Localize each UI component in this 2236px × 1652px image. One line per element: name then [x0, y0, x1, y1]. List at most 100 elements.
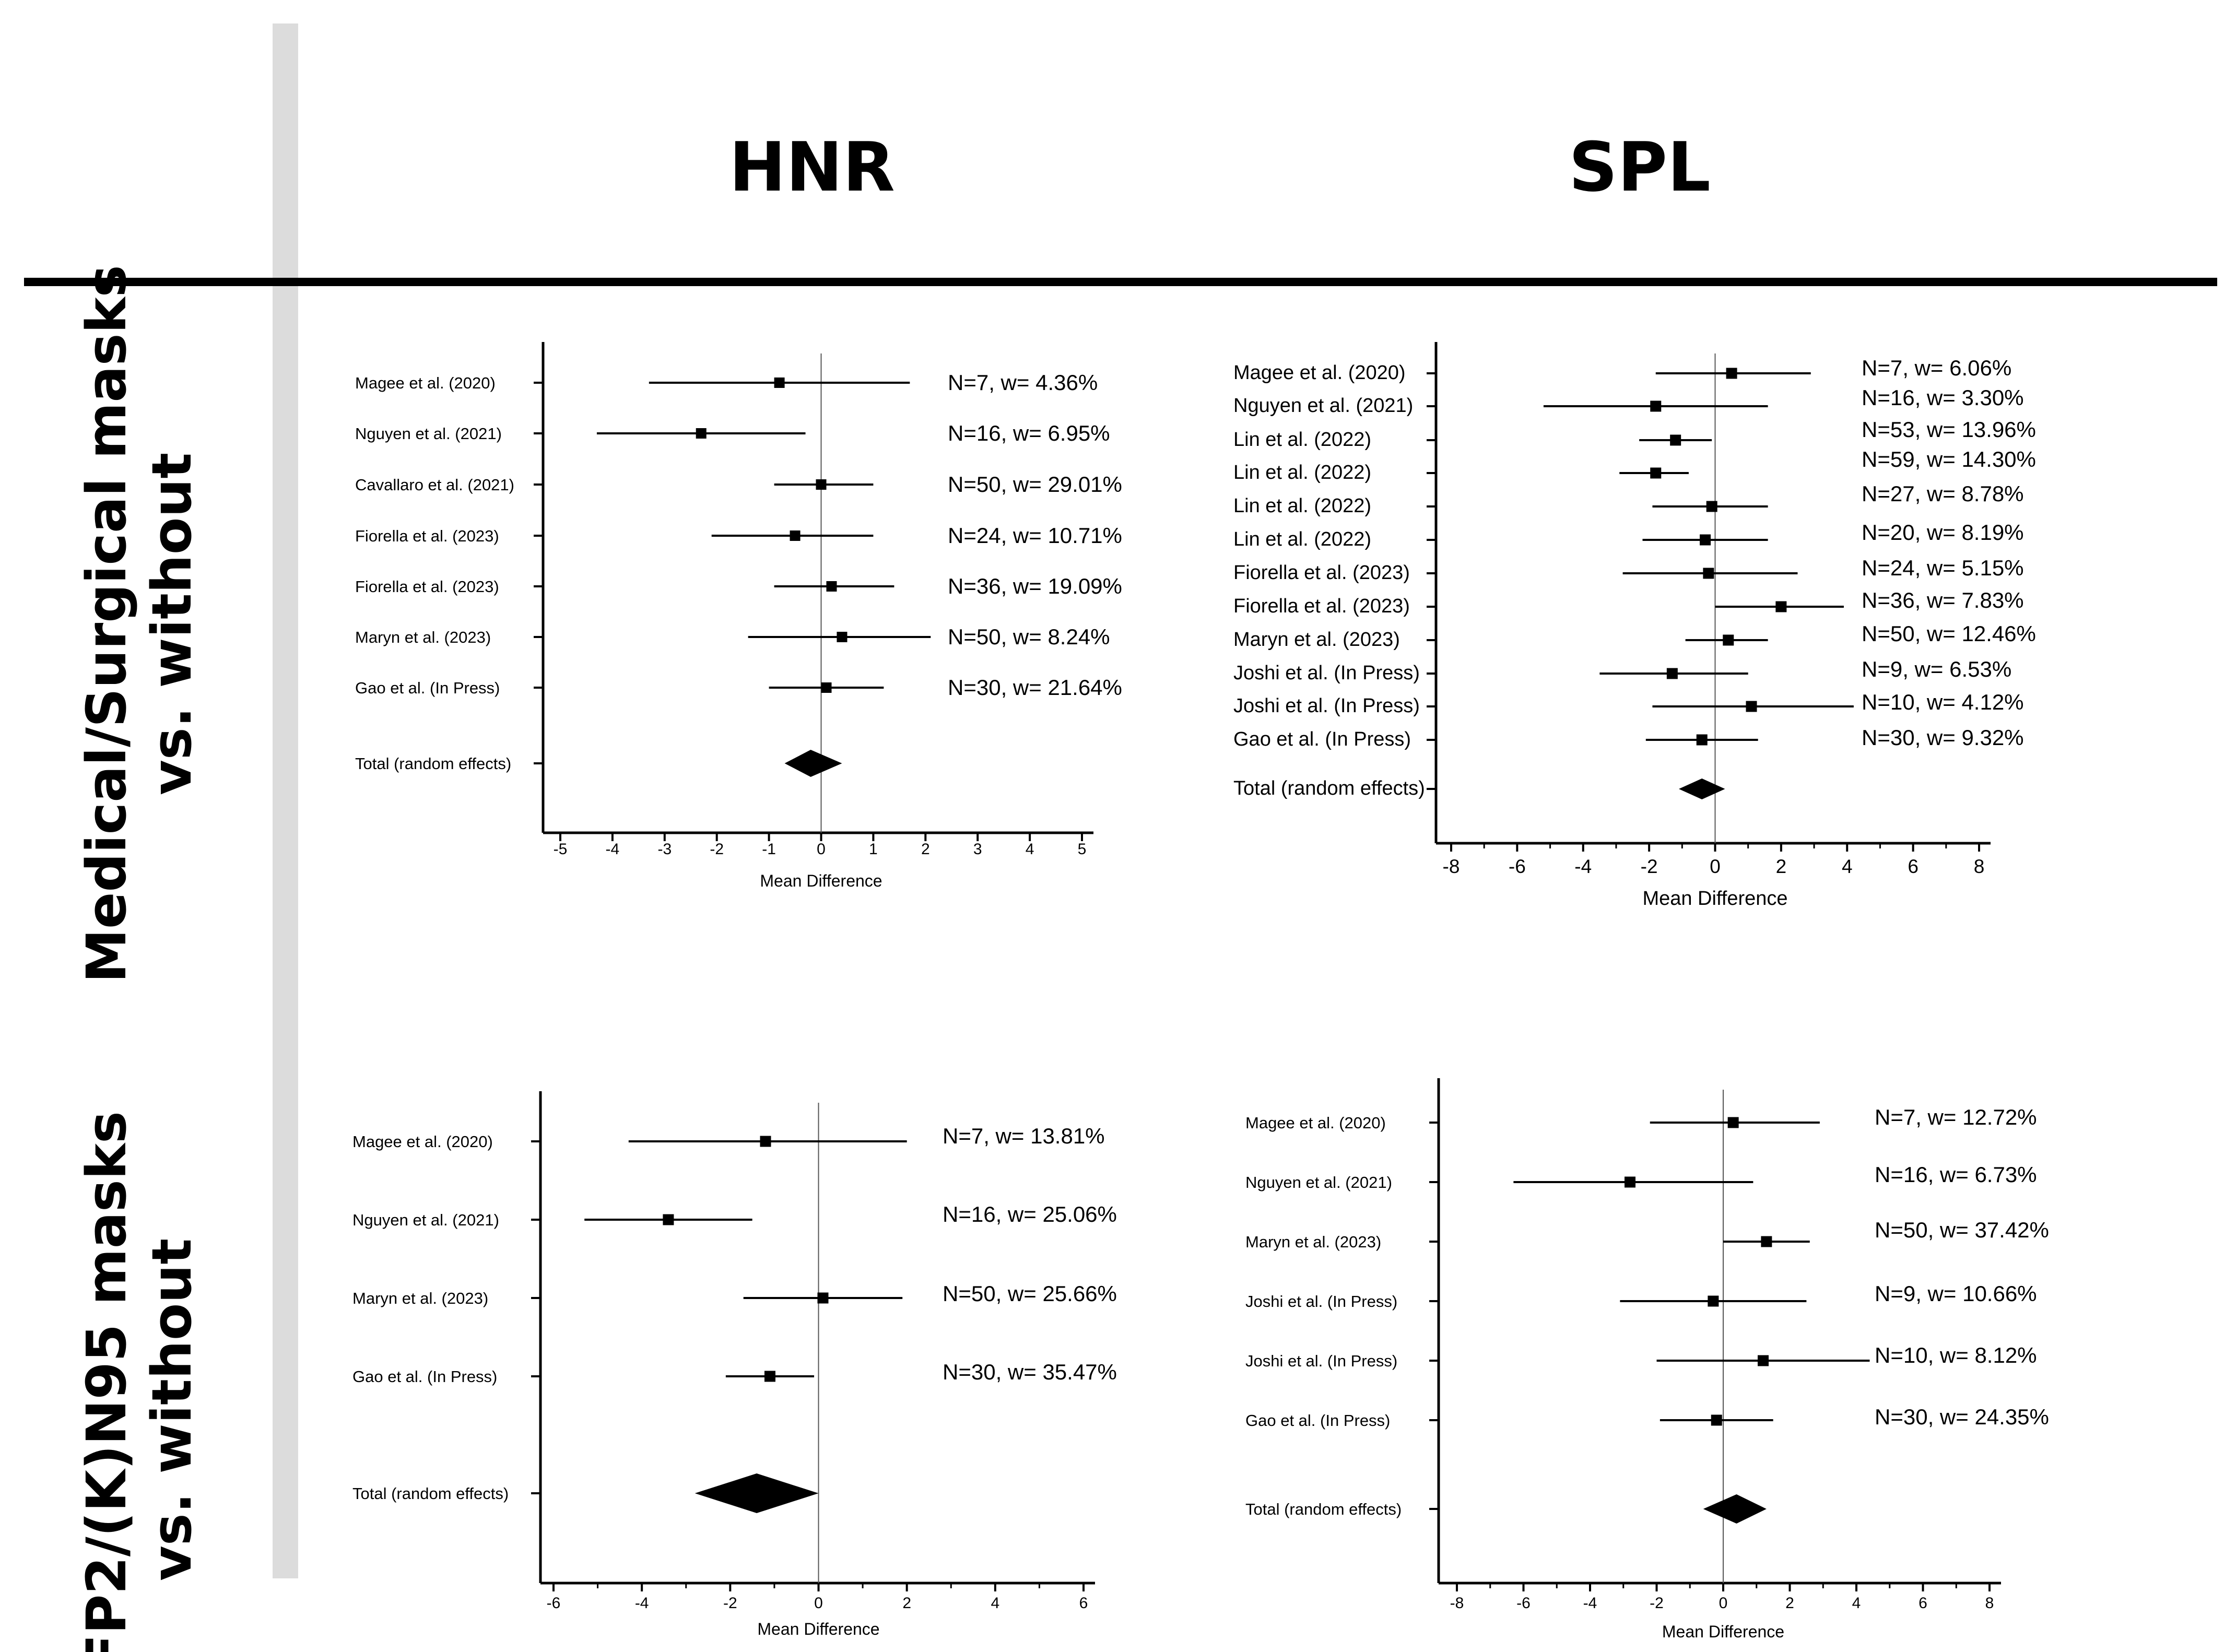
x-tick-label: -4	[635, 1595, 649, 1612]
column-header-hnr: HNR	[729, 127, 895, 207]
point-estimate-square	[1775, 601, 1787, 612]
x-tick-label: -6	[1516, 1595, 1531, 1612]
study-label: Nguyen et al. (2021)	[355, 424, 502, 443]
x-tick-label: -2	[710, 841, 724, 858]
x-axis-title: Mean Difference	[1662, 1622, 1784, 1641]
sample-weight-annotation: N=59, w= 14.30%	[1862, 447, 2036, 471]
sample-weight-annotation: N=27, w= 8.78%	[1862, 481, 2024, 506]
study-label: Magee et al. (2020)	[355, 374, 496, 392]
row-header-ffp2: FFP2/(K)N95 masks vs. without	[75, 1111, 204, 1652]
sample-weight-annotation: N=20, w= 8.19%	[1862, 520, 2024, 545]
x-tick-label: 6	[1079, 1595, 1088, 1612]
point-estimate-square	[1711, 1414, 1722, 1426]
total-label: Total (random effects)	[355, 754, 511, 773]
sample-weight-annotation: N=50, w= 37.42%	[1875, 1218, 2049, 1242]
point-estimate-square	[1650, 467, 1662, 479]
pooled-effect-diamond	[695, 1473, 819, 1513]
point-estimate-square	[1761, 1236, 1772, 1247]
x-tick-label: 2	[1776, 856, 1787, 877]
point-estimate-square	[1703, 568, 1714, 579]
x-axis-title: Mean Difference	[757, 1620, 879, 1638]
x-tick-label: -4	[1583, 1595, 1597, 1612]
point-estimate-square	[1696, 734, 1708, 746]
x-tick-label: 2	[921, 841, 930, 858]
row-header-ffp2-line1: FFP2/(K)N95 masks	[75, 1111, 138, 1652]
row-header-medical-line2: vs. without	[140, 453, 204, 795]
x-tick-label: 4	[1852, 1595, 1861, 1612]
point-estimate-square	[1758, 1355, 1769, 1366]
x-tick-label: -1	[762, 841, 776, 858]
column-header-spl: SPL	[1569, 127, 1711, 207]
row-header-medical: Medical/Surgical masks vs. without	[75, 265, 204, 983]
study-label: Lin et al. (2022)	[1233, 528, 1371, 550]
sample-weight-annotation: N=16, w= 3.30%	[1862, 385, 2024, 410]
x-tick-label: -2	[1641, 856, 1658, 877]
point-estimate-square	[1723, 634, 1734, 646]
sample-weight-annotation: N=16, w= 6.73%	[1875, 1162, 2037, 1187]
study-label: Joshi et al. (In Press)	[1245, 1352, 1397, 1370]
x-tick-label: -5	[554, 841, 568, 858]
sample-weight-annotation: N=7, w= 12.72%	[1875, 1105, 2037, 1129]
x-tick-label: 8	[1985, 1595, 1994, 1612]
sample-weight-annotation: N=36, w= 7.83%	[1862, 588, 2024, 612]
forest-plot-spl-medical: -8 -6 -4 -2 0 2 4 6 8 Mean Difference Magee et al.…	[1233, 342, 2036, 910]
point-estimate-square	[760, 1136, 771, 1147]
sample-weight-annotation: N=7, w= 4.36%	[948, 370, 1098, 395]
study-label: Magee et al. (2020)	[1233, 362, 1406, 384]
x-tick-label: -4	[1574, 856, 1592, 877]
study-label: Gao et al. (In Press)	[352, 1367, 497, 1386]
point-estimate-square	[696, 428, 707, 439]
study-label: Nguyen et al. (2021)	[1245, 1173, 1392, 1191]
sample-weight-annotation: N=10, w= 8.12%	[1875, 1343, 2037, 1367]
study-label: Gao et al. (In Press)	[1245, 1411, 1390, 1430]
sample-weight-annotation: N=7, w= 13.81%	[943, 1124, 1105, 1148]
x-tick-label: -6	[1509, 856, 1526, 877]
study-label: Magee et al. (2020)	[1245, 1114, 1386, 1132]
vertical-separator-bar	[273, 23, 298, 1578]
total-label: Total (random effects)	[1245, 1500, 1402, 1518]
study-label: Joshi et al. (In Press)	[1245, 1292, 1397, 1311]
x-tick-label: 0	[814, 1595, 823, 1612]
study-label: Fiorella et al. (2023)	[1233, 562, 1410, 584]
sample-weight-annotation: N=50, w= 29.01%	[948, 472, 1122, 497]
x-tick-label: 4	[1026, 841, 1034, 858]
study-label: Joshi et al. (In Press)	[1233, 662, 1420, 684]
study-label: Lin et al. (2022)	[1233, 462, 1371, 483]
point-estimate-square	[764, 1371, 775, 1382]
sample-weight-annotation: N=24, w= 10.71%	[948, 523, 1122, 548]
horizontal-separator-line	[24, 278, 2217, 286]
study-label: Fiorella et al. (2023)	[355, 577, 499, 596]
point-estimate-square	[774, 377, 785, 388]
x-tick-label: 0	[817, 841, 826, 858]
x-tick-label: 2	[902, 1595, 911, 1612]
x-tick-label: 3	[973, 841, 982, 858]
pooled-effect-diamond	[1703, 1494, 1767, 1524]
study-label: Magee et al. (2020)	[352, 1132, 493, 1151]
sample-weight-annotation: N=7, w= 6.06%	[1862, 356, 2011, 380]
study-label: Joshi et al. (In Press)	[1233, 695, 1420, 717]
point-estimate-square	[1625, 1176, 1635, 1188]
x-tick-label: 1	[869, 841, 878, 858]
study-label: Maryn et al. (2023)	[355, 628, 491, 646]
sample-weight-annotation: N=30, w= 9.32%	[1862, 725, 2024, 750]
study-label: Maryn et al. (2023)	[352, 1289, 488, 1307]
study-label: Nguyen et al. (2021)	[352, 1211, 499, 1229]
x-axis-title: Mean Difference	[1642, 888, 1787, 910]
point-estimate-square	[821, 682, 832, 693]
sample-weight-annotation: N=9, w= 6.53%	[1862, 657, 2011, 681]
x-tick-label: -3	[657, 841, 672, 858]
pooled-effect-diamond	[784, 750, 842, 777]
point-estimate-square	[1746, 701, 1757, 712]
total-label: Total (random effects)	[1233, 777, 1425, 799]
study-label: Maryn et al. (2023)	[1245, 1233, 1381, 1251]
study-label: Gao et al. (In Press)	[1233, 728, 1411, 750]
x-tick-label: 6	[1908, 856, 1919, 877]
point-estimate-square	[1700, 534, 1711, 546]
study-label: Nguyen et al. (2021)	[1233, 395, 1413, 417]
point-estimate-square	[1706, 501, 1717, 512]
point-estimate-square	[790, 530, 801, 541]
point-estimate-square	[1727, 1117, 1739, 1128]
point-estimate-square	[837, 632, 848, 642]
x-tick-label: 0	[1710, 856, 1721, 877]
